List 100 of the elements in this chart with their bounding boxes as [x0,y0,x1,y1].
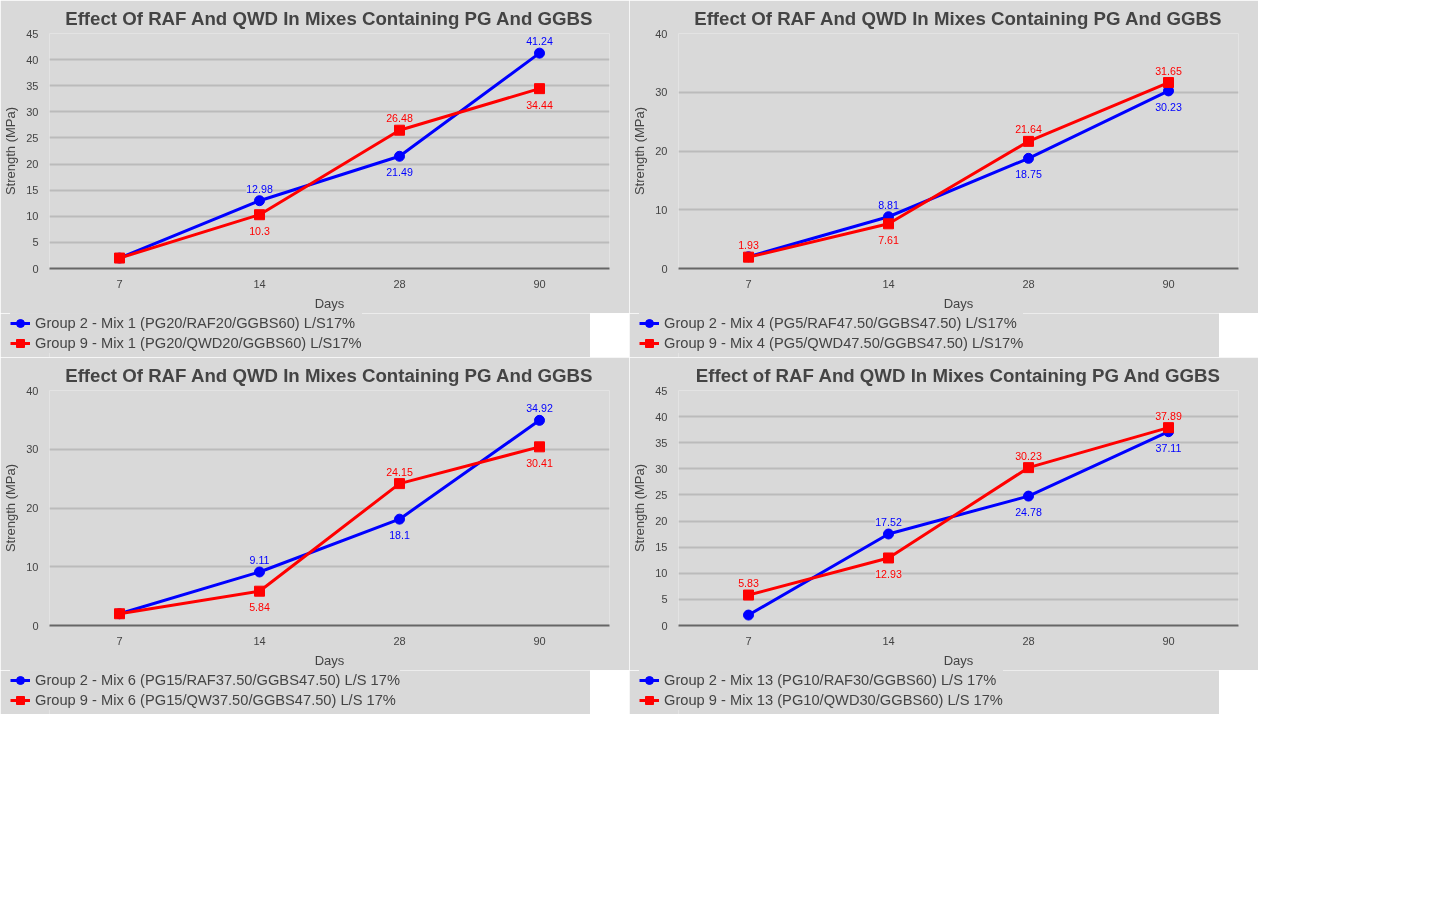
y-tick-label: 25 [26,131,39,144]
data-label: 31.65 [1155,64,1182,77]
y-tick-label: 30 [655,86,668,99]
data-label: 7.61 [878,233,899,246]
y-tick-label: 30 [26,105,39,118]
x-tick-label: 90 [1162,634,1175,647]
point [394,150,405,162]
data-label: 21.49 [386,166,413,179]
y-tick-label: 10 [655,203,668,216]
data-label: 30.23 [1155,100,1182,113]
point [254,585,265,597]
y-tick-label: 5 [32,236,39,249]
chart-title: Effect Of RAF And QWD In Mixes Containing PG And GGBS [65,364,593,386]
legend-label: Group 2 - Mix 6 (PG15/RAF37.50/GGBS47.50) L/S 17% [35,672,400,688]
x-tick-label: 90 [1162,277,1175,290]
y-tick-label: 20 [26,158,39,171]
data-label: 37.11 [1155,441,1182,454]
x-tick-label: 90 [533,634,546,647]
x-tick-label: 28 [393,277,406,290]
point [883,218,894,230]
point [1023,462,1034,474]
chart-title: Effect Of RAF And QWD In Mixes Containing PG And GGBS [65,7,593,29]
y-tick-label: 40 [26,384,39,397]
x-tick-label: 14 [882,277,895,290]
y-tick-label: 20 [26,502,39,514]
data-label: 24.15 [386,465,413,478]
legend-label: Group 2 - Mix 1 (PG20/RAF20/GGBS60) L/S17% [35,315,356,331]
point [394,124,405,136]
x-tick-label: 28 [393,634,406,647]
data-label: 18.75 [1015,168,1042,181]
x-axis-title: Days [314,295,345,311]
legend-label: Group 9 - Mix 6 (PG15/QW37.50/GGBS47.50) L/S 17% [35,692,396,708]
data-label: 30.23 [1015,449,1042,462]
data-label: 5.83 [738,577,759,590]
chart-title: Effect of RAF And QWD In Mixes Containing PG And GGBS [695,364,1220,386]
y-tick-label: 0 [661,619,668,632]
y-tick-label: 40 [26,53,39,66]
y-tick-label: 0 [32,619,39,632]
data-label: 24.78 [1015,506,1042,519]
data-label: 37.89 [1155,409,1182,422]
data-label: 34.92 [526,402,553,415]
point [254,195,265,207]
x-tick-label: 7 [745,277,752,290]
y-tick-label: 10 [26,560,39,573]
data-label: 1.93 [738,239,759,252]
data-label: 9.11 [249,553,270,566]
point [394,513,405,525]
point [534,47,545,59]
y-tick-label: 15 [655,541,668,554]
data-label: 41.24 [526,35,553,48]
legend-label: Group 2 - Mix 4 (PG5/RAF47.50/GGBS47.50) L/S17% [664,315,1017,331]
data-label: 34.44 [526,98,553,111]
point [254,566,265,578]
data-label: 30.41 [526,456,553,469]
y-tick-label: 25 [655,488,668,501]
data-label: 18.1 [389,529,410,542]
y-axis-title: Strength (MPa) [3,106,19,196]
data-label: 10.3 [249,224,270,237]
x-tick-label: 7 [116,277,123,290]
x-axis-title: Days [943,295,974,311]
legend-label: Group 9 - Mix 4 (PG5/QWD47.50/GGBS47.50) L/S17% [664,335,1024,351]
point [883,528,894,540]
point [534,83,545,95]
point [1023,135,1034,147]
y-tick-label: 15 [26,184,39,197]
x-tick-label: 7 [116,634,123,647]
data-label: 12.93 [875,567,902,580]
x-axis-title: Days [314,652,345,668]
y-tick-label: 30 [655,462,668,475]
y-tick-label: 40 [655,27,668,40]
point [743,609,754,621]
y-tick-label: 10 [655,567,668,580]
point [534,441,545,453]
legend-label: Group 9 - Mix 1 (PG20/QWD20/GGBS60) L/S17% [35,335,362,351]
data-label: 17.52 [875,516,902,529]
y-tick-label: 10 [26,210,39,223]
legend-label: Group 2 - Mix 13 (PG10/RAF30/GGBS60) L/S 17% [664,672,997,688]
x-tick-label: 90 [533,277,546,290]
x-axis-title: Days [943,652,974,668]
legend-label: Group 9 - Mix 13 (PG10/QWD30/GGBS60) L/S 17% [664,692,1003,708]
y-tick-label: 20 [655,145,668,157]
y-tick-label: 0 [661,262,668,275]
y-tick-label: 20 [655,515,668,528]
data-label: 26.48 [386,112,413,125]
point [1023,152,1034,164]
chart-title: Effect Of RAF And QWD In Mixes Containing PG And GGBS [694,7,1222,29]
data-label: 5.84 [249,601,270,614]
point [254,209,265,221]
point [1023,490,1034,502]
data-label: 8.81 [878,198,899,211]
data-label: 21.64 [1015,123,1042,136]
point [394,478,405,490]
data-label: 12.98 [246,182,273,195]
point [1163,422,1174,434]
y-tick-label: 35 [655,436,668,449]
y-tick-label: 45 [655,384,668,397]
x-tick-label: 28 [1022,634,1035,647]
point [883,552,894,564]
point [1163,77,1174,89]
x-tick-label: 14 [253,277,266,290]
